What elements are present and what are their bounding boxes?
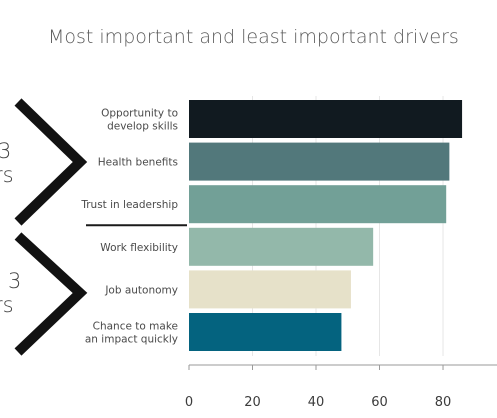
group-brackets: 3rsn 3rs — [0, 98, 88, 356]
bar-3 — [189, 227, 374, 266]
gridlines — [252, 96, 444, 356]
x-tick-label-80: 80 — [435, 395, 452, 410]
bar-1 — [189, 142, 450, 181]
group-label-1-1: rs — [0, 293, 14, 317]
group-label-0-1: rs — [0, 163, 14, 187]
category-label-0: Opportunity to develop skills — [101, 108, 178, 133]
category-label-2: Trust in leadership — [80, 199, 178, 211]
category-label-1: Health benefits — [98, 157, 178, 169]
x-tick-label-60: 60 — [371, 395, 388, 410]
group-label-1-0: n 3 — [0, 269, 21, 293]
bars — [189, 100, 463, 351]
bar-0 — [189, 100, 463, 138]
bar-2 — [189, 185, 447, 224]
x-tick-label-20: 20 — [244, 395, 261, 410]
bar-5 — [189, 313, 342, 351]
group-label-0-0: 3 — [0, 139, 11, 163]
x-axis: 0 20 40 60 80 — [185, 364, 497, 410]
x-tick-label-40: 40 — [308, 395, 325, 410]
bar-4 — [189, 270, 351, 309]
x-tick-label-0: 0 — [185, 395, 193, 410]
category-label-3: Work flexibility — [100, 242, 178, 254]
category-label-4: Job autonomy — [104, 284, 178, 296]
bracket-chevron-0 — [14, 98, 88, 226]
chart-title: Most important and least important drive… — [48, 26, 459, 48]
category-labels: Opportunity to develop skills Health benef… — [80, 108, 187, 346]
category-label-5: Chance to make an impact quickly — [85, 321, 178, 346]
bracket-chevron-1 — [14, 232, 88, 356]
